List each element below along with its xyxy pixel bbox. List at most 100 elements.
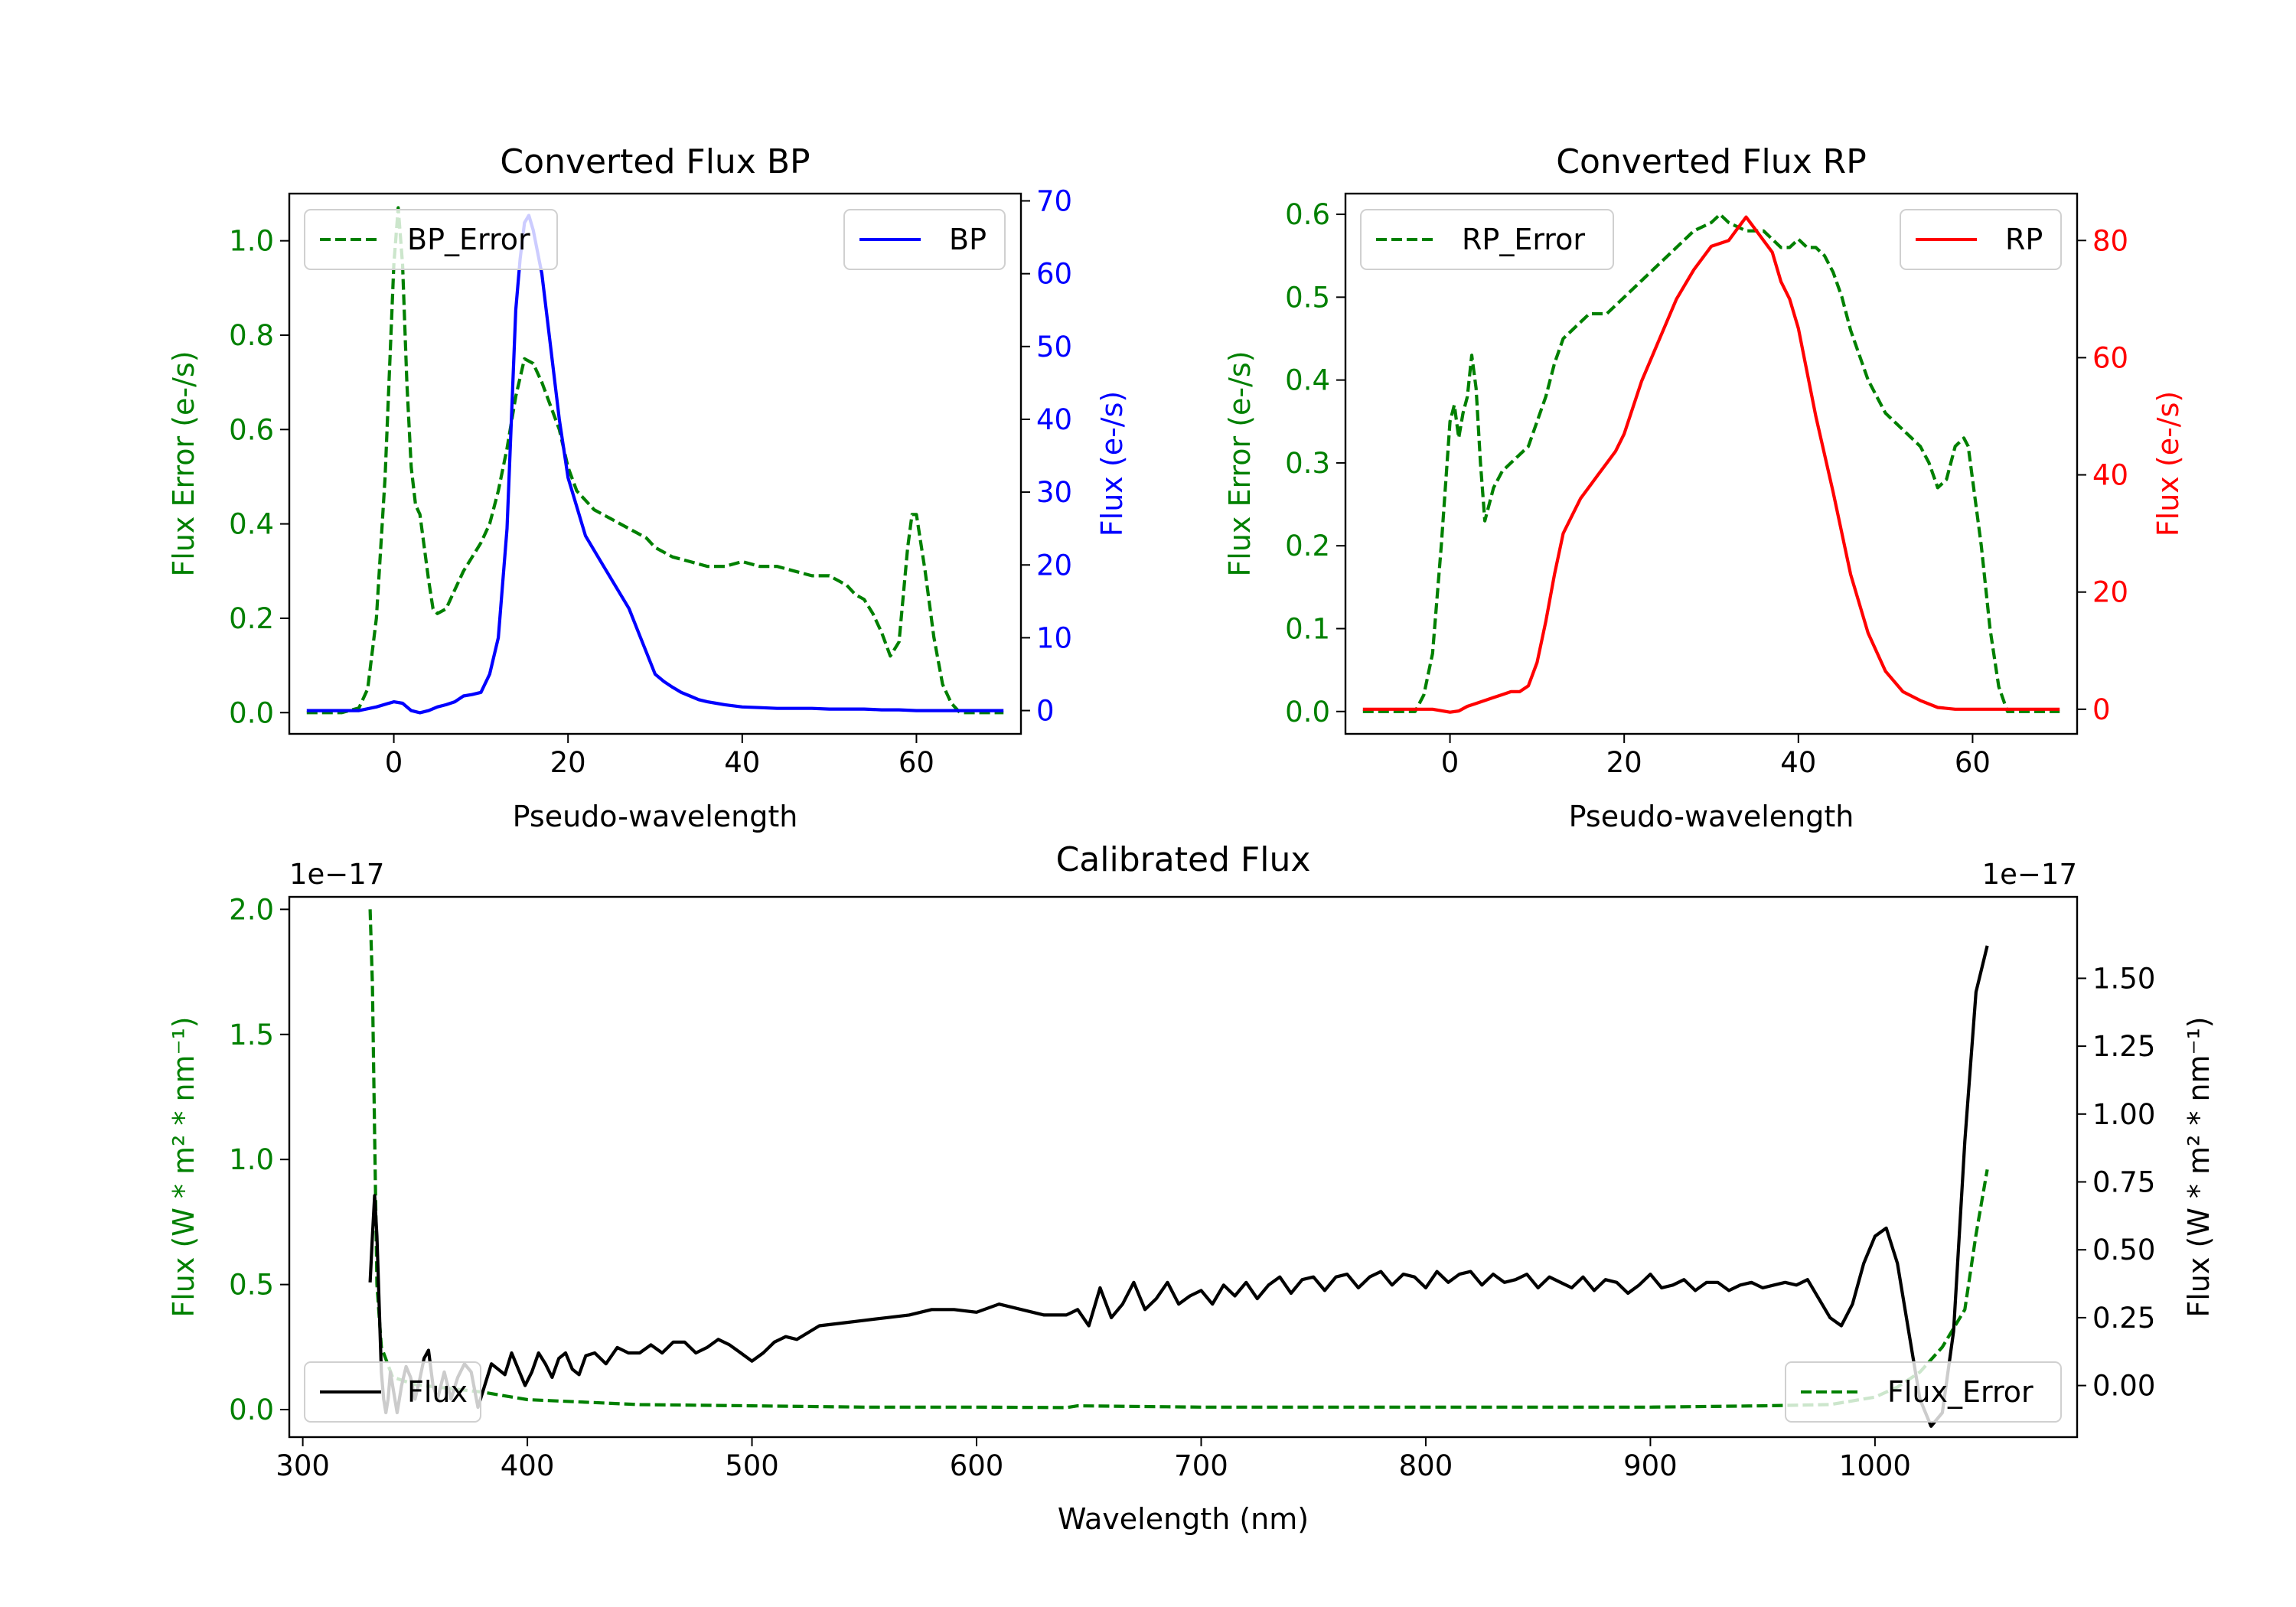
rp-left-ticks: 0.0 0.1 0.2 0.3 0.4 0.5 0.6 xyxy=(1285,198,1345,729)
rp-series-layer xyxy=(1362,213,2060,714)
cal-right-tick-label: 0.50 xyxy=(2092,1234,2155,1266)
rp-xtick-label: 20 xyxy=(1606,746,1642,779)
cal-left-ticks: 0.0 0.5 1.0 1.5 2.0 xyxy=(229,893,289,1426)
cal-legend-error-box xyxy=(1785,1361,2062,1423)
bp-series-layer xyxy=(306,206,1004,715)
cal-xtick-label: 800 xyxy=(1399,1449,1453,1482)
cal-xtick-label: 500 xyxy=(725,1449,779,1482)
rp-legend-error-label: RP_Error xyxy=(1462,223,1585,256)
rp-legend-flux-box xyxy=(1900,209,2062,270)
rp-right-tick-label: 80 xyxy=(2092,224,2128,257)
cal-right-offset-text: 1e−17 xyxy=(1982,858,2077,891)
rp-right-ticks: 0 20 40 60 80 xyxy=(2077,224,2128,726)
bp-legend-error: BP_Error xyxy=(304,209,558,270)
rp-legend-error: RP_Error xyxy=(1360,209,1614,270)
rp-right-axis-label: Flux (e-/s) xyxy=(2151,391,2185,536)
bp-right-tick-label: 60 xyxy=(1036,258,1072,291)
cal-xtick-label: 700 xyxy=(1174,1449,1228,1482)
rp-xtick-label: 0 xyxy=(1441,746,1459,779)
bp-left-tick-label: 0.6 xyxy=(229,413,274,446)
cal-xticks: 300 400 500 600 700 800 900 1000 xyxy=(276,1437,1911,1482)
bp-xtick-label: 40 xyxy=(724,746,760,779)
rp-left-tick-label: 0.2 xyxy=(1285,530,1330,562)
bp-left-ticks: 0.0 0.2 0.4 0.6 0.8 1.0 xyxy=(229,225,289,729)
bp-right-tick-label: 70 xyxy=(1036,185,1072,218)
cal-legend-flux-box xyxy=(304,1361,481,1423)
cal-right-axis-label: Flux (W * m² * nm⁻¹) xyxy=(2182,1016,2216,1317)
bp-right-tick-label: 30 xyxy=(1036,476,1072,509)
cal-right-tick-label: 1.25 xyxy=(2092,1030,2155,1063)
cal-left-offset-text: 1e−17 xyxy=(289,858,384,891)
bp-series-bp xyxy=(306,214,1004,715)
rp-legend-error-box xyxy=(1360,209,1614,270)
bp-right-tick-label: 10 xyxy=(1036,621,1072,654)
cal-axes-frame xyxy=(288,895,2079,1439)
bp-axes-frame xyxy=(288,192,1022,735)
rp-left-tick-label: 0.1 xyxy=(1285,612,1330,645)
rp-right-tick-label: 60 xyxy=(2092,341,2128,374)
bp-legend-flux: BP xyxy=(843,209,1006,270)
bp-right-tick-label: 20 xyxy=(1036,549,1072,582)
rp-title: Converted Flux RP xyxy=(1556,142,1867,181)
bp-right-tick-label: 0 xyxy=(1036,695,1055,728)
bp-right-tick-label: 50 xyxy=(1036,331,1072,363)
cal-legend-flux-label: Flux xyxy=(407,1375,468,1409)
cal-right-tick-label: 1.50 xyxy=(2092,962,2155,995)
rp-panel: Converted Flux RP 0 20 40 60 0.00.10.20.30.… xyxy=(1223,142,2185,833)
bp-xtick-label: 20 xyxy=(550,746,586,779)
bp-xticks: 0 20 40 60 xyxy=(385,734,934,779)
rp-left-tick-label: 0.4 xyxy=(1285,364,1330,397)
rp-right-tick-label: 0 xyxy=(2092,693,2111,726)
cal-xtick-label: 900 xyxy=(1623,1449,1678,1482)
rp-series-rp xyxy=(1362,215,2060,714)
rp-left-tick-label: 0.5 xyxy=(1285,281,1330,314)
bp-left-tick-label: 0.0 xyxy=(229,696,274,729)
bp-series-bp-error xyxy=(306,206,1004,715)
bp-title: Converted Flux BP xyxy=(500,142,810,181)
bp-left-tick-label: 1.0 xyxy=(229,225,274,258)
bp-right-ticks: 0 10 20 30 40 50 60 70 xyxy=(1021,185,1072,728)
cal-right-ticks: 0.00 0.25 0.50 0.75 1.00 1.25 1.50 xyxy=(2077,962,2155,1403)
cal-xtick-label: 300 xyxy=(276,1449,330,1482)
rp-series-rp-error xyxy=(1362,213,2060,713)
cal-left-tick-label: 1.0 xyxy=(229,1143,274,1176)
cal-right-tick-label: 0.00 xyxy=(2092,1370,2155,1403)
bp-left-tick-label: 0.2 xyxy=(229,602,274,635)
cal-xtick-label: 1000 xyxy=(1839,1449,1911,1482)
cal-xtick-label: 600 xyxy=(950,1449,1004,1482)
bp-left-tick-label: 0.8 xyxy=(229,319,274,352)
rp-xtick-label: 60 xyxy=(1955,746,1991,779)
rp-xtick-label: 40 xyxy=(1780,746,1816,779)
bp-legend-error-label: BP_Error xyxy=(407,223,530,256)
bp-legend-error-box xyxy=(304,209,558,270)
cal-left-tick-label: 0.5 xyxy=(229,1269,274,1302)
rp-x-axis-label: Pseudo-wavelength xyxy=(1569,800,1854,833)
bp-panel: Converted Flux BP 0 20 40 60 0.00.20.40.60.… xyxy=(167,142,1129,833)
bp-left-tick-label: 0.4 xyxy=(229,508,274,541)
bp-x-axis-label: Pseudo-wavelength xyxy=(513,800,798,833)
cal-x-axis-label: Wavelength (nm) xyxy=(1058,1502,1309,1536)
cal-left-tick-label: 2.0 xyxy=(229,893,274,926)
cal-right-tick-label: 1.00 xyxy=(2092,1098,2155,1131)
rp-left-tick-label: 0.3 xyxy=(1285,447,1330,480)
rp-legend-flux: RP xyxy=(1900,209,2062,270)
cal-left-tick-label: 0.0 xyxy=(229,1393,274,1426)
bp-xtick-label: 0 xyxy=(385,746,403,779)
bp-right-tick-label: 40 xyxy=(1036,403,1072,436)
cal-right-tick-label: 0.25 xyxy=(2092,1302,2155,1335)
cal-legend-error-label: Flux_Error xyxy=(1887,1375,2033,1409)
cal-legend-flux: Flux xyxy=(304,1361,481,1423)
rp-right-tick-label: 40 xyxy=(2092,459,2128,492)
bp-xtick-label: 60 xyxy=(899,746,934,779)
rp-right-tick-label: 20 xyxy=(2092,576,2128,609)
rp-left-tick-label: 0.0 xyxy=(1285,696,1330,729)
bp-legend-flux-label: BP xyxy=(949,223,987,256)
cal-title: Calibrated Flux xyxy=(1056,840,1311,879)
rp-left-axis-label: Flux Error (e-/s) xyxy=(1223,350,1257,576)
cal-xtick-label: 400 xyxy=(501,1449,555,1482)
rp-left-tick-label: 0.6 xyxy=(1285,198,1330,231)
cal-left-tick-label: 1.5 xyxy=(229,1019,274,1051)
bp-right-axis-label: Flux (e-/s) xyxy=(1095,391,1129,536)
bp-left-axis-label: Flux Error (e-/s) xyxy=(167,350,201,576)
